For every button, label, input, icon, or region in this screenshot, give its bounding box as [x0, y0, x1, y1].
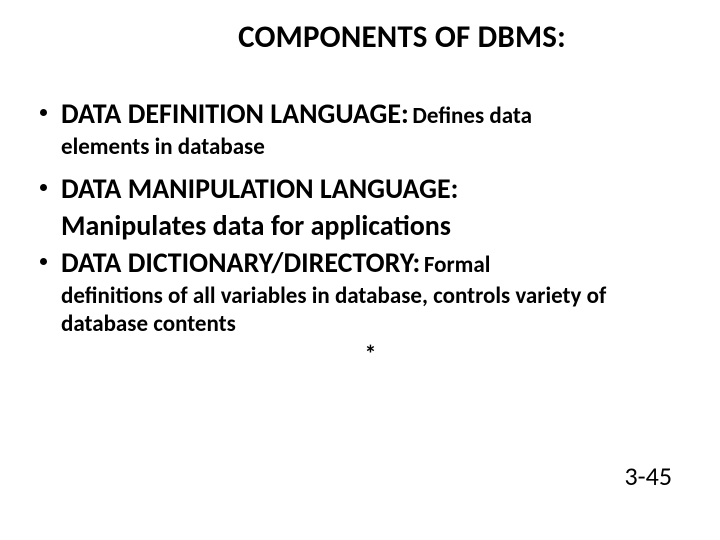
- asterisk-mark: *: [40, 340, 680, 369]
- spacer: [40, 161, 680, 171]
- bullet-text: DATA DICTIONARY/DIRECTORY: Formal: [61, 245, 490, 280]
- bullet-text: DATA DEFINITION LANGUAGE: Defines data: [61, 96, 532, 131]
- list-item: DATA MANIPULATION LANGUAGE:: [40, 171, 680, 206]
- continuation: elements in database: [40, 133, 680, 161]
- bullet-list: DATA DEFINITION LANGUAGE: Defines data e…: [40, 96, 680, 369]
- slide: COMPONENTS OF DBMS: DATA DEFINITION LANG…: [0, 0, 720, 540]
- description: Formal: [424, 251, 491, 279]
- list-item: DATA DICTIONARY/DIRECTORY: Formal: [40, 245, 680, 280]
- page-title: COMPONENTS OF DBMS:: [124, 18, 680, 56]
- description: Defines data: [412, 102, 532, 130]
- continuation: Manipulates data for applications: [40, 208, 680, 243]
- bullet-text: DATA MANIPULATION LANGUAGE:: [61, 171, 458, 206]
- term: DATA MANIPULATION LANGUAGE:: [61, 171, 458, 206]
- bullet-icon: [40, 184, 47, 191]
- term: DATA DEFINITION LANGUAGE:: [61, 96, 409, 131]
- bullet-icon: [40, 258, 47, 265]
- term: DATA DICTIONARY/DIRECTORY:: [61, 245, 420, 280]
- list-item: DATA DEFINITION LANGUAGE: Defines data: [40, 96, 680, 131]
- page-number: 3-45: [625, 460, 673, 492]
- bullet-icon: [40, 109, 47, 116]
- continuation: definitions of all variables in database…: [40, 282, 680, 338]
